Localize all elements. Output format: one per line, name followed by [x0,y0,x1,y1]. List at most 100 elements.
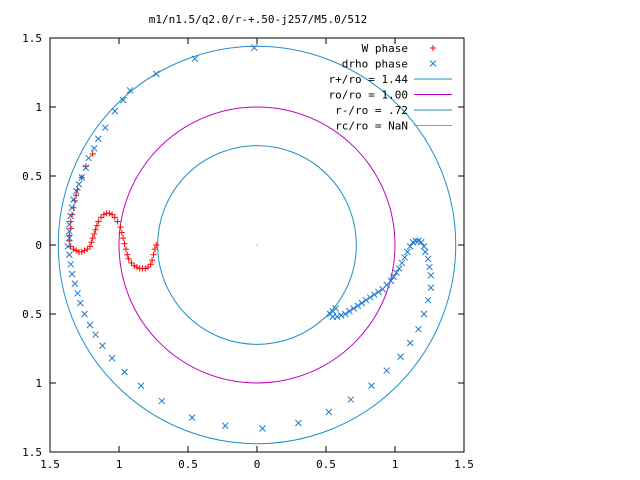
x-tick-label: 1.5 [40,458,60,471]
drho-phase-point [325,408,333,416]
w-phase-point [73,247,80,254]
w-phase-point [117,224,124,231]
drho-phase-point [137,382,145,390]
w-phase-point [150,251,157,258]
drho-phase-point [422,248,429,256]
legend-marker [430,45,436,51]
circle-r-1-44 [57,45,457,445]
drho-phase-point [368,382,375,390]
drho-phase-point [366,294,374,301]
legend-label: r+/ro = 1.44 [329,73,409,86]
legend-marker [429,60,437,67]
w-phase-point [66,237,73,244]
w-phase-point [131,262,138,269]
drho-phase-point [395,265,403,272]
drho-phase-point [401,254,409,261]
w-phase-point [92,226,99,233]
drho-phase-point [424,255,432,263]
drho-phase-point [126,87,134,94]
drho-phase-point [78,174,86,181]
legend: W phase drho phase r+/ro = 1.44 ro/ro = 1.0… [329,42,452,133]
drho-phase-point [191,55,199,63]
drho-phase-point [420,243,428,250]
drho-phase-point [67,212,75,220]
drho-phase-point [81,310,88,318]
drho-phase-point [420,310,428,318]
x-tick-label: 1 [116,458,123,471]
drho-phase-point [92,331,99,339]
w-phase-point [81,247,88,254]
drho-phase-point [390,273,397,281]
w-phase-point [82,163,89,170]
y-tick-label: 0.5 [22,308,42,321]
legend-label: r-/ro = .72 [335,104,408,117]
drho-phase-point [65,251,73,259]
drho-phase-point [427,284,435,292]
drho-phase-point [65,220,73,228]
drho-phase-point [347,396,355,403]
drho-phase-point [68,204,76,212]
drho-phase-point [72,187,80,195]
drho-phase-point [71,280,79,287]
w-phase-point [109,211,116,218]
drho-phase-point [426,263,433,271]
drho-phase-point [427,272,435,279]
w-phase-point [151,246,158,253]
origin-point [256,244,258,246]
drho-phase-point [424,296,432,304]
y-tick-label: 1 [35,101,42,114]
drho-phase-point [82,164,90,172]
drho-phase-point [65,234,73,242]
drho-phase-point [152,70,160,78]
drho-phase-point [354,302,362,310]
w-phase-point [88,239,95,246]
legend-label: ro/ro = 1.00 [329,89,408,102]
drho-phase-point [393,269,400,276]
x-tick-label: 0.5 [316,458,336,471]
drho-phase-point [75,180,83,188]
w-phase-point [78,248,85,255]
drho-phase-point [295,419,302,427]
w-phase-point [89,150,96,157]
w-phase-point [87,243,94,250]
w-phase-point [95,218,102,225]
drho-phase-point [85,154,92,162]
drho-phase-point [362,296,370,304]
drho-phase-point [64,243,72,250]
drho-phase-point [250,44,258,52]
x-tick-label: 1.5 [454,458,474,471]
drho-phase-point [375,288,382,296]
w-phase-point [149,257,156,264]
legend-label: drho phase [342,58,408,71]
legend-label: rc/ro = NaN [335,120,408,133]
drho-phase-point [90,145,98,152]
drho-phase-point [111,107,119,115]
drho-phase-point [406,243,414,250]
w-phase-point [98,214,105,221]
w-phase-point [121,240,128,247]
w-phase-point [124,251,131,258]
drho-phase-point [221,422,229,430]
w-phase-point [125,255,132,262]
drho-phase-point [68,270,76,278]
drho-phase-point [397,353,404,361]
w-phase-point [100,211,107,218]
drho-phase-point [379,285,386,293]
w-phase-point [114,218,121,225]
drho-phase-point [94,135,102,143]
w-phase-point [91,230,98,237]
w-phase-point [153,242,160,248]
x-tick-label: 1 [392,458,399,471]
drho-phase-point [67,260,75,268]
drho-phase-point [108,354,116,362]
w-phase-point [93,222,100,229]
drho-phase-point [99,342,106,350]
y-tick-label: 1.5 [22,32,42,45]
drho-phase-point [259,425,266,432]
drho-phase-point [188,414,196,421]
x-tick-label: 0.5 [178,458,198,471]
drho-phase-point [404,248,411,256]
x-tick-label: 0 [254,458,261,471]
drho-phase-point [409,238,417,246]
